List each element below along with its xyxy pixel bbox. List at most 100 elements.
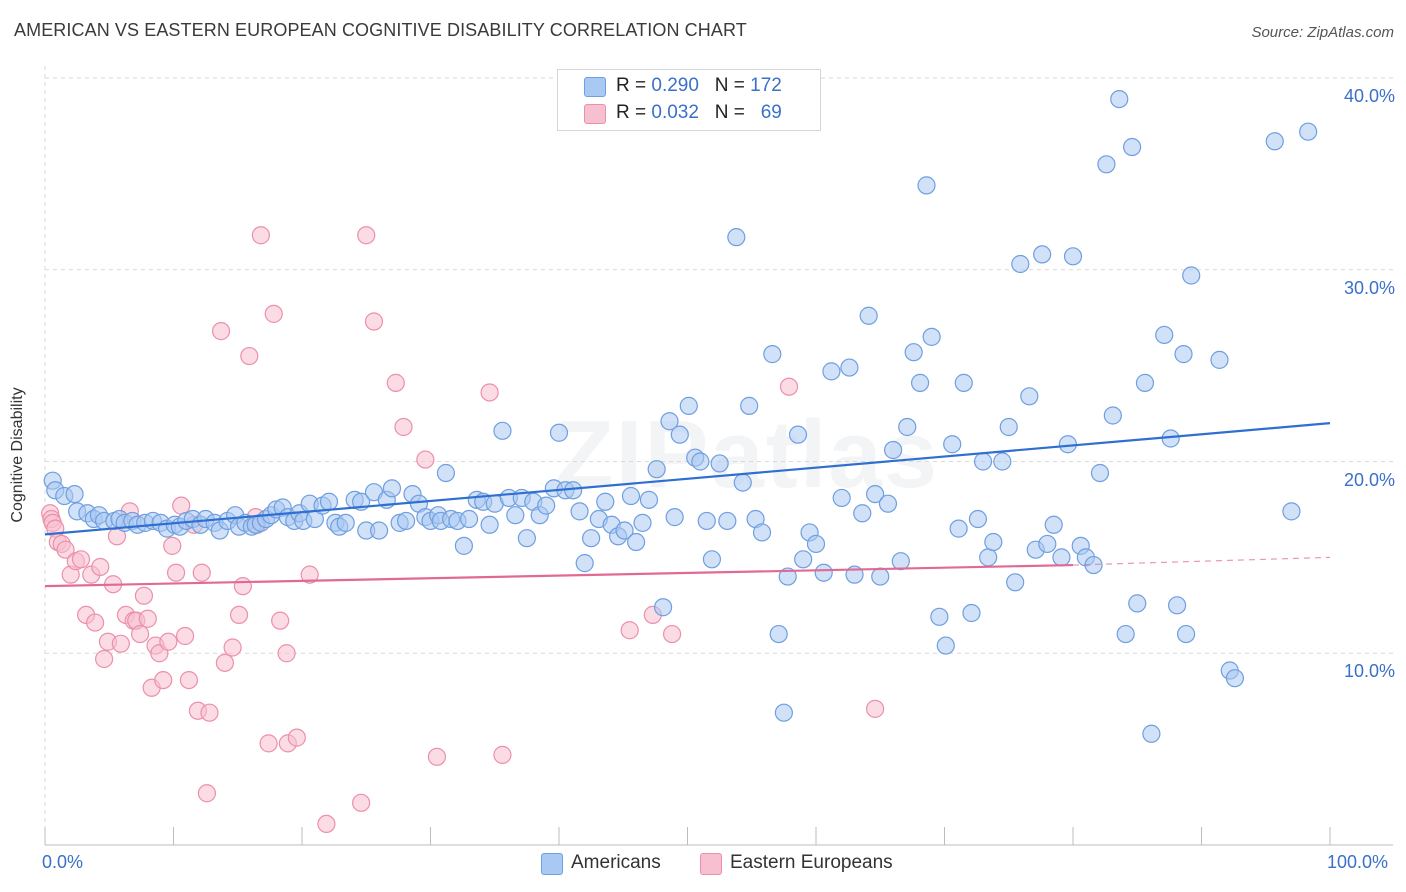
eastern-europeans-point [197, 784, 217, 803]
eastern-europeans-point [200, 703, 219, 722]
eastern-europeans-point [211, 322, 231, 341]
eastern-europeans-point [154, 670, 173, 690]
americans-point [883, 440, 903, 460]
americans-point [1167, 596, 1187, 615]
eastern-europeans-point [179, 670, 199, 690]
americans-point [396, 511, 416, 531]
eastern-europeans-point [172, 496, 191, 515]
eastern-europeans-point [215, 653, 234, 672]
americans-point [727, 228, 746, 247]
legend-r-label: R = [616, 102, 652, 123]
americans-point [999, 417, 1018, 437]
eastern-europeans-point [271, 611, 290, 630]
americans-point [665, 508, 684, 527]
americans-point [436, 463, 456, 483]
americans-point [740, 396, 759, 415]
americans-point [718, 511, 737, 531]
legend-swatch-americans [584, 77, 606, 97]
americans-point [582, 529, 601, 548]
americans-point [898, 417, 917, 437]
americans-point [336, 513, 355, 532]
americans-point [1123, 137, 1142, 157]
y-tick-label: 30.0% [1343, 277, 1395, 298]
americans-point [1006, 573, 1025, 592]
legend-n-label: N = [714, 102, 751, 123]
americans-point [575, 554, 594, 573]
americans-point [943, 435, 962, 454]
americans-point [1038, 534, 1057, 554]
americans-point [866, 484, 885, 504]
y-tick-label: 20.0% [1343, 469, 1395, 490]
y-tick-label: 40.0% [1343, 86, 1395, 106]
americans-point [794, 550, 813, 569]
eastern-europeans-point [493, 745, 512, 764]
trend-lines [44, 422, 1331, 588]
eastern-europeans-point [352, 793, 371, 812]
eastern-europeans-point [427, 747, 447, 766]
americans-point [506, 506, 525, 525]
americans-point [653, 598, 673, 617]
americans-point [954, 373, 973, 392]
americans-point [647, 460, 666, 479]
americans-point [878, 494, 898, 513]
eastern-europeans-point [159, 632, 178, 651]
americans-point [1142, 724, 1161, 743]
americans-point [1020, 387, 1039, 406]
americans-point [1011, 254, 1030, 274]
americans-trend-line [44, 422, 1331, 536]
americans-point [1097, 155, 1116, 174]
eastern-europeans-point [416, 450, 435, 469]
americans-point [596, 492, 615, 511]
legend-text-eastern-europeans: R = 0.032 N = 69 [616, 102, 782, 124]
americans-point [752, 523, 772, 542]
americans-point [984, 532, 1003, 552]
americans-point [370, 521, 389, 540]
americans-point [763, 345, 782, 364]
eastern-europeans-point [364, 312, 384, 331]
eastern-europeans-trend-line [44, 563, 1074, 588]
eastern-europeans-point [287, 728, 306, 747]
eastern-europeans-point [866, 699, 885, 718]
americans-point [679, 396, 698, 415]
correlation-legend: R = 0.290 N = 172 R = 0.032 N = 69 [557, 69, 821, 131]
legend-n-value-digits: 69 [760, 102, 782, 123]
eastern-europeans-points [41, 226, 885, 834]
americans-point [979, 548, 998, 567]
americans-point [1155, 325, 1174, 345]
legend-swatch-eastern-europeans [584, 104, 606, 124]
series-legend: Americans Eastern Europeans [0, 852, 1406, 878]
americans-point [859, 306, 878, 325]
americans-point [1110, 89, 1129, 109]
legend-n-value [750, 102, 761, 123]
americans-point [973, 452, 993, 471]
series-label-eastern-europeans: Eastern Europeans [730, 852, 893, 873]
legend-n-label: N = [714, 75, 751, 96]
eastern-europeans-point [620, 621, 639, 640]
americans-point [1044, 515, 1063, 534]
americans-point [769, 624, 788, 644]
americans-point [778, 567, 797, 586]
eastern-europeans-point [229, 605, 249, 625]
eastern-europeans-point [166, 563, 186, 582]
americans-point [1225, 669, 1245, 688]
americans-point [871, 567, 890, 586]
americans-point [633, 513, 652, 532]
americans-point [1128, 594, 1147, 613]
eastern-europeans-point [317, 814, 336, 834]
eastern-europeans-point [240, 346, 259, 366]
americans-point [1063, 247, 1083, 266]
americans-point [832, 488, 851, 508]
legend-r-value: 0.290 [651, 75, 699, 96]
eastern-europeans-point [71, 550, 91, 569]
americans-point [454, 536, 474, 555]
americans-point [949, 519, 968, 538]
eastern-europeans-point [251, 226, 270, 245]
americans-point [788, 425, 808, 444]
eastern-europeans-point [259, 734, 278, 753]
americans-point [853, 504, 872, 523]
americans-point [1182, 266, 1201, 285]
americans-point [1210, 350, 1229, 369]
eastern-europeans-point [386, 373, 405, 392]
americans-point [733, 473, 752, 492]
